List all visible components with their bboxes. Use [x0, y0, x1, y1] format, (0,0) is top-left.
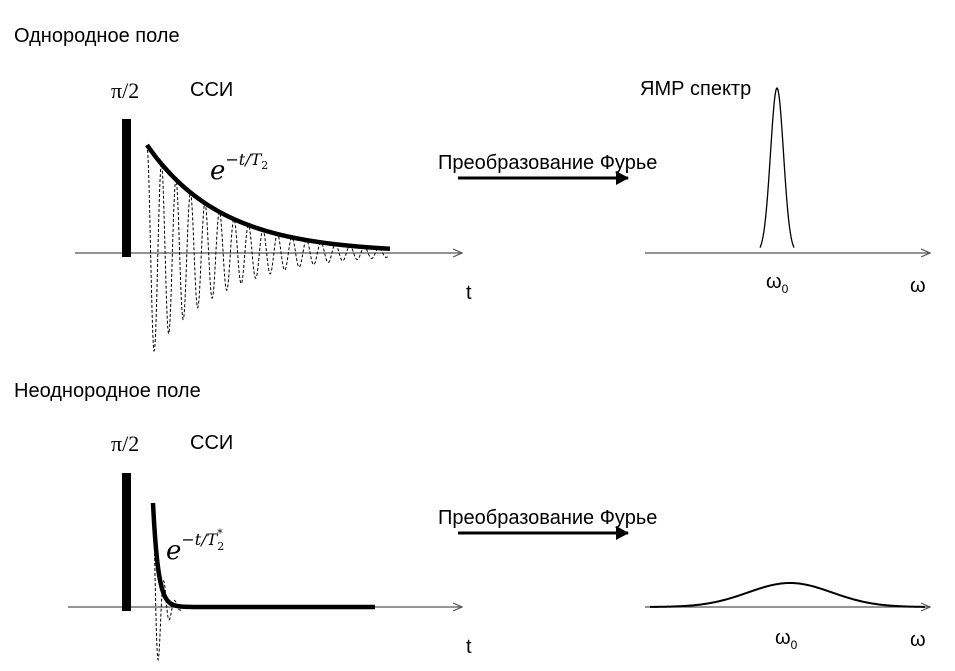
top-freq-axis-label: ω [910, 275, 926, 297]
top-fid-oscillation [146, 144, 389, 353]
top-envelope-curve [145, 143, 391, 252]
bottom-fid-label: ССИ [190, 432, 234, 454]
section-title-inhomogeneous: Неоднородное поле [14, 380, 201, 402]
top-time-axis-label: t [466, 282, 472, 304]
top-pulse-bar [122, 119, 131, 257]
bottom-pulse-label: π/2 [111, 431, 140, 456]
bottom-spectrum-broad-peak [649, 581, 926, 608]
top-spectrum-peak [759, 87, 795, 248]
bottom-freq-axis-label: ω [910, 629, 926, 651]
spectrum-title: ЯМР спектр [640, 78, 752, 100]
top-peak-label: ω0 [766, 271, 789, 296]
top-fourier-label: Преобразование Фурье [438, 152, 658, 174]
bottom-fid-oscillation [152, 502, 186, 662]
bottom-fourier-label: Преобразование Фурье [438, 507, 658, 529]
top-fid-label: ССИ [190, 79, 234, 101]
bottom-pulse-bar [122, 473, 131, 611]
bottom-peak-label: ω0 [775, 627, 798, 652]
section-title-homogeneous: Однородное поле [14, 25, 180, 47]
bottom-envelope-formula: e−t/T * 2 [166, 527, 225, 566]
top-envelope-formula: e−t/T2 [210, 150, 269, 186]
bottom-time-axis-label: t [466, 636, 472, 658]
top-pulse-label: π/2 [111, 78, 140, 103]
bottom-envelope-curve [150, 502, 375, 610]
